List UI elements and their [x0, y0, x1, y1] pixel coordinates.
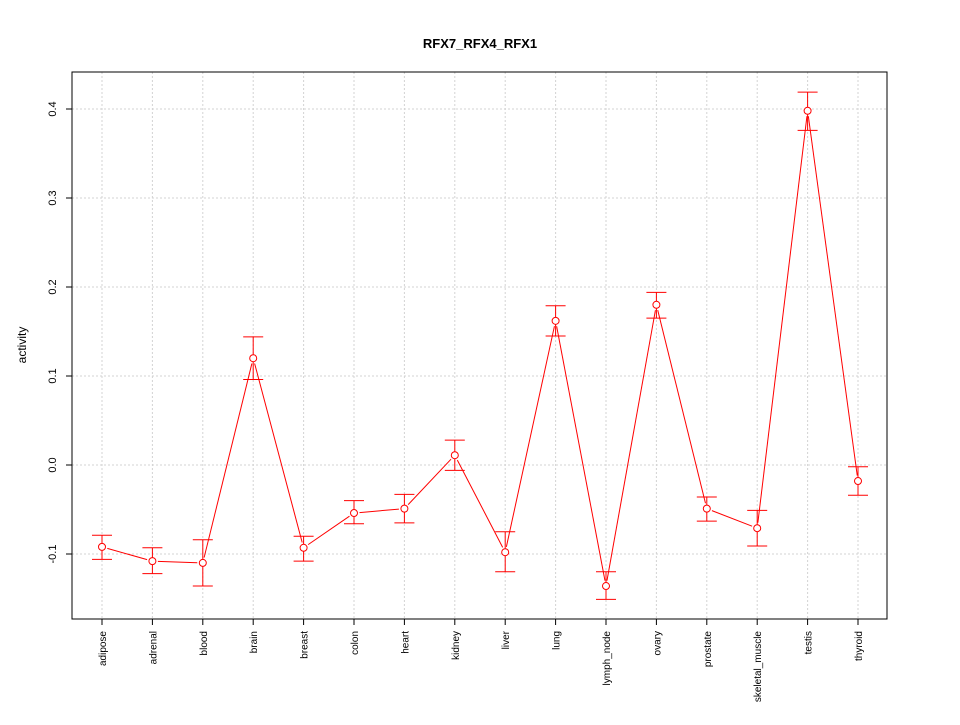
x-tick-label: adrenal: [148, 631, 159, 664]
series-line-segment: [556, 326, 606, 581]
y-tick-label: 0.0: [47, 457, 59, 472]
series-line-segment: [407, 458, 452, 505]
plot-frame: [71, 71, 888, 620]
data-point: [803, 106, 812, 115]
series-line-segment: [711, 510, 753, 527]
data-marks: [92, 91, 868, 600]
axes: adipose adrenal blood brain breast colon heart…: [47, 101, 865, 702]
series-line-segment: [107, 547, 148, 561]
x-tick-label: prostate: [703, 631, 714, 668]
x-tick-label: adipose: [98, 631, 109, 666]
y-tick-label: 0.4: [47, 101, 59, 116]
data-point: [753, 524, 762, 533]
grid: [72, 72, 887, 619]
series-line-segment: [203, 363, 253, 558]
series-line-segment: [657, 310, 706, 504]
x-tick-label: brain: [249, 631, 260, 653]
series-line-segment: [757, 116, 808, 523]
x-tick-label: colon: [350, 631, 361, 655]
y-tick-label: -0.1: [47, 545, 59, 564]
x-tick-label: ovary: [652, 631, 663, 655]
data-point: [450, 451, 459, 460]
data-point: [249, 354, 258, 363]
data-point: [198, 558, 207, 567]
x-tick-label: lymph_node: [602, 631, 613, 686]
data-point: [98, 542, 106, 551]
x-tick-label: thyroid: [854, 631, 865, 661]
series-line-segment: [505, 326, 555, 547]
x-tick-label: heart: [400, 631, 411, 654]
data-point: [350, 509, 358, 518]
x-tick-label: liver: [501, 630, 512, 649]
series-line-segment: [456, 459, 504, 548]
series-line-segment: [807, 116, 858, 476]
x-tick-label: kidney: [451, 631, 462, 660]
series-line-segment: [359, 508, 399, 514]
series-line-segment: [254, 363, 303, 543]
data-point: [652, 300, 661, 309]
data-point: [551, 316, 560, 325]
data-point: [501, 548, 510, 557]
x-tick-label: skeletal_muscle: [753, 631, 764, 703]
data-point: [148, 557, 157, 566]
data-point: [602, 582, 610, 591]
series-line-segment: [307, 515, 350, 546]
x-tick-label: blood: [199, 631, 210, 655]
data-point: [854, 477, 862, 486]
y-tick-label: 0.1: [47, 368, 59, 383]
y-tick-label: 0.2: [47, 279, 59, 294]
data-point: [299, 543, 308, 552]
x-tick-label: breast: [300, 631, 311, 659]
x-tick-label: lung: [552, 631, 563, 650]
data-point: [400, 504, 409, 513]
x-tick-label: testis: [804, 631, 815, 654]
series-line-segment: [606, 310, 656, 581]
data-point: [702, 504, 711, 513]
y-axis-label: activity: [15, 327, 29, 364]
y-tick-label: 0.3: [47, 190, 59, 205]
chart-title: RFX7_RFX4_RFX1: [423, 36, 537, 51]
series-line-segment: [157, 560, 198, 564]
